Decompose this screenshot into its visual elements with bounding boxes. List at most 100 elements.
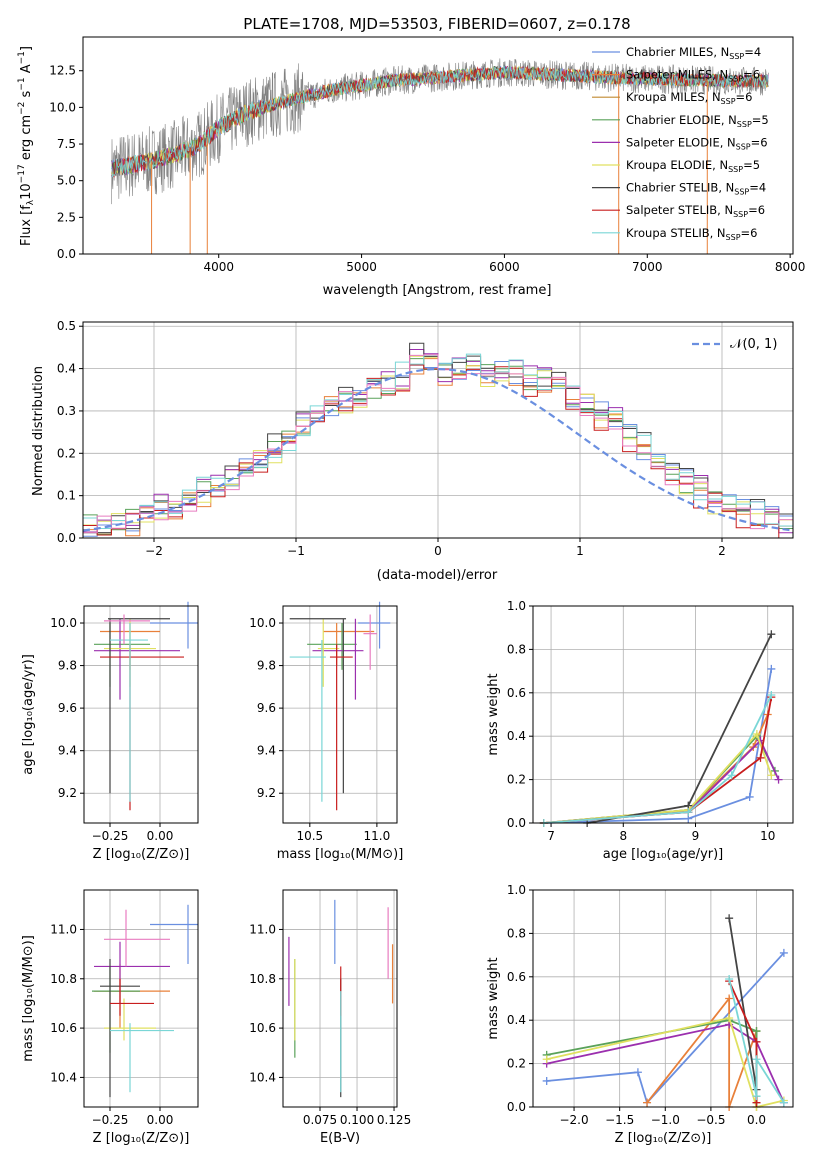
residuals-ytick-label: 0.2 (57, 446, 76, 460)
weight-vs-metallicity-xtick-label: 0.0 (747, 1113, 766, 1127)
spectrum-legend-label: Chabrier MILES, NSSP=4 (626, 45, 761, 61)
spectrum-legend-label: Kroupa MILES, NSSP=6 (626, 90, 752, 106)
spectrum-data-line (111, 58, 769, 205)
age-vs-metallicity-ytick-label: 9.6 (58, 701, 77, 715)
age-vs-metallicity-xtick-label: −0.25 (92, 829, 129, 843)
weight-vs-metallicity-marker (633, 1068, 642, 1077)
mass-vs-ebv-xtick-label: 0.075 (303, 1113, 337, 1127)
spectrum-ytick-label: 0.0 (57, 247, 76, 261)
weight-vs-age-marker (684, 808, 693, 817)
weight-vs-metallicity-marker (779, 1098, 788, 1107)
mass-vs-ebv-ytick-label: 10.4 (249, 1070, 276, 1084)
age-vs-metallicity-ytick-label: 9.8 (58, 659, 77, 673)
weight-vs-age-marker (756, 753, 765, 762)
weight-vs-age-series-line (543, 732, 773, 824)
weight-vs-metallicity-marker (725, 914, 734, 923)
weight-vs-age-ytick-label: 0.6 (507, 686, 526, 700)
residuals-panel: (data-model)/error Normed distribution −… (31, 319, 794, 583)
weight-vs-metallicity-marker (725, 994, 734, 1003)
residuals-xtick-label: 1 (576, 544, 584, 558)
residuals-ytick-label: 0.1 (57, 489, 76, 503)
weight-vs-metallicity-marker (643, 1098, 652, 1107)
weight-vs-age-marker (767, 664, 776, 673)
mass-vs-ebv-ytick-label: 10.8 (249, 972, 276, 986)
weight-vs-metallicity-xtick-label: −2.0 (559, 1113, 588, 1127)
weight-vs-age-ytick-label: 0.8 (507, 642, 526, 656)
weight-vs-metallicity-marker (542, 1055, 551, 1064)
spectrum-legend-label: Chabrier ELODIE, NSSP=5 (626, 113, 769, 129)
weight-vs-metallicity-marker (752, 1037, 761, 1046)
age-vs-mass-frame (282, 605, 398, 824)
weight-vs-age-marker (767, 630, 776, 639)
weight-vs-metallicity-ytick-label: 0.0 (507, 1100, 526, 1114)
weight-vs-metallicity-panel: −2.0 −1.5 −1.0 −0.5 0.0 0.0 0.2 0.4 0.6 0.8 1.0 Z [… (486, 883, 794, 1146)
weight-vs-metallicity-marker (725, 1014, 734, 1023)
weight-vs-metallicity-ytick-label: 0.6 (507, 970, 526, 984)
age-vs-metallicity-frame (83, 605, 199, 824)
spectrum-xtick-label: 5000 (346, 260, 377, 274)
mass-vs-metallicity-panel: −0.25 0.00 10.4 10.6 10.8 11.0 Z [log₁₀(Z/Z⊙)]… (21, 889, 199, 1146)
weight-vs-age-xtick-label: 10 (760, 829, 775, 843)
weight-vs-metallicity-ylabel: mass weight (486, 957, 501, 1039)
residuals-xtick-label: 2 (718, 544, 726, 558)
weight-vs-metallicity-marker (725, 974, 734, 983)
age-vs-metallicity-ytick-label: 9.4 (58, 744, 77, 758)
age-vs-mass-ytick-label: 9.4 (257, 744, 276, 758)
age-vs-mass-panel: 10.5 11.0 9.2 9.4 9.6 9.8 10.0 mass [log₁₀(M/M⊙… (249, 601, 403, 862)
weight-vs-metallicity-ytick-label: 0.4 (507, 1013, 526, 1027)
age-vs-metallicity-ylabel: age [log₁₀(age/yr)] (21, 654, 36, 775)
weight-vs-metallicity-xtick-label: −0.5 (696, 1113, 725, 1127)
weight-vs-metallicity-marker (752, 1055, 761, 1064)
age-vs-metallicity-panel: −0.25 0.00 9.2 9.4 9.6 9.8 10.0 Z [log₁₀(Z/Z⊙)]… (21, 601, 199, 862)
weight-vs-metallicity-marker (752, 1027, 761, 1036)
mass-vs-ebv-xtick-label: 0.125 (377, 1113, 411, 1127)
weight-vs-age-ytick-label: 1.0 (507, 599, 526, 613)
spectrum-ytick-label: 10.0 (49, 100, 76, 114)
residuals-ytick-label: 0.5 (57, 319, 76, 333)
residuals-ylabel: Normed distribution (31, 366, 46, 496)
weight-vs-metallicity-ytick-label: 0.8 (507, 926, 526, 940)
weight-vs-metallicity-marker (779, 948, 788, 957)
weight-vs-metallicity-xtick-label: −1.5 (605, 1113, 634, 1127)
weight-vs-metallicity-series-line (546, 1023, 785, 1104)
spectrum-legend-label: Salpeter ELODIE, NSSP=6 (626, 135, 768, 151)
mass-vs-metallicity-xtick-label: −0.25 (92, 1113, 129, 1127)
weight-vs-age-ytick-label: 0.0 (507, 816, 526, 830)
mass-vs-ebv-xlabel: E(B-V) (320, 1131, 360, 1146)
weight-vs-metallicity-frame (532, 889, 794, 1108)
weight-vs-metallicity-ytick-label: 0.2 (507, 1057, 526, 1071)
residuals-ytick-label: 0.0 (57, 531, 76, 545)
spectrum-ylabel: Flux [fλ10−17 erg cm−2 s−1 A−1] (17, 46, 36, 246)
mass-vs-metallicity-ytick-label: 10.4 (50, 1070, 77, 1084)
mass-vs-metallicity-frame (83, 889, 199, 1108)
spectrum-ytick-label: 7.5 (57, 137, 76, 151)
mass-vs-ebv-ytick-label: 10.6 (249, 1021, 276, 1035)
residuals-xtick-label: −2 (145, 544, 163, 558)
weight-vs-age-xlabel: age [log₁₀(age/yr)] (603, 847, 724, 862)
residuals-gaussian-line (82, 367, 794, 532)
weight-vs-age-ylabel: mass weight (486, 673, 501, 755)
age-vs-mass-ytick-label: 9.8 (257, 659, 276, 673)
spectrum-xtick-label: 7000 (632, 260, 663, 274)
spectrum-legend-label: Kroupa STELIB, NSSP=6 (626, 226, 757, 242)
spectrum-title: PLATE=1708, MJD=53503, FIBERID=0607, z=0… (243, 15, 630, 33)
age-vs-metallicity-xtick-label: 0.00 (147, 829, 174, 843)
residuals-legend-label: 𝒩(0, 1) (730, 337, 777, 352)
weight-vs-age-marker (745, 792, 754, 801)
spectrum-xlabel: wavelength [Angstrom, rest frame] (323, 283, 552, 298)
mass-vs-ebv-frame (282, 889, 398, 1108)
weight-vs-metallicity-series-line (546, 1016, 785, 1109)
weight-vs-metallicity-xlabel: Z [log₁₀(Z/Z⊙)] (615, 1131, 712, 1146)
weight-vs-age-marker (767, 690, 776, 699)
spectrum-ytick-label: 5.0 (57, 174, 76, 188)
spectrum-ytick-label: 12.5 (49, 64, 76, 78)
weight-vs-metallicity-marker (542, 1076, 551, 1085)
weight-vs-metallicity-marker (752, 1092, 761, 1101)
mass-vs-ebv-panel: 0.075 0.100 0.125 10.4 10.6 10.8 11.0 E(B-V) (249, 889, 411, 1146)
weight-vs-age-frame (532, 605, 794, 824)
spectrum-legend-label: Kroupa ELODIE, NSSP=5 (626, 158, 760, 174)
residuals-xlabel: (data-model)/error (377, 568, 498, 583)
residuals-xtick-label: 0 (434, 544, 442, 558)
weight-vs-metallicity-xtick-label: −1.0 (651, 1113, 680, 1127)
